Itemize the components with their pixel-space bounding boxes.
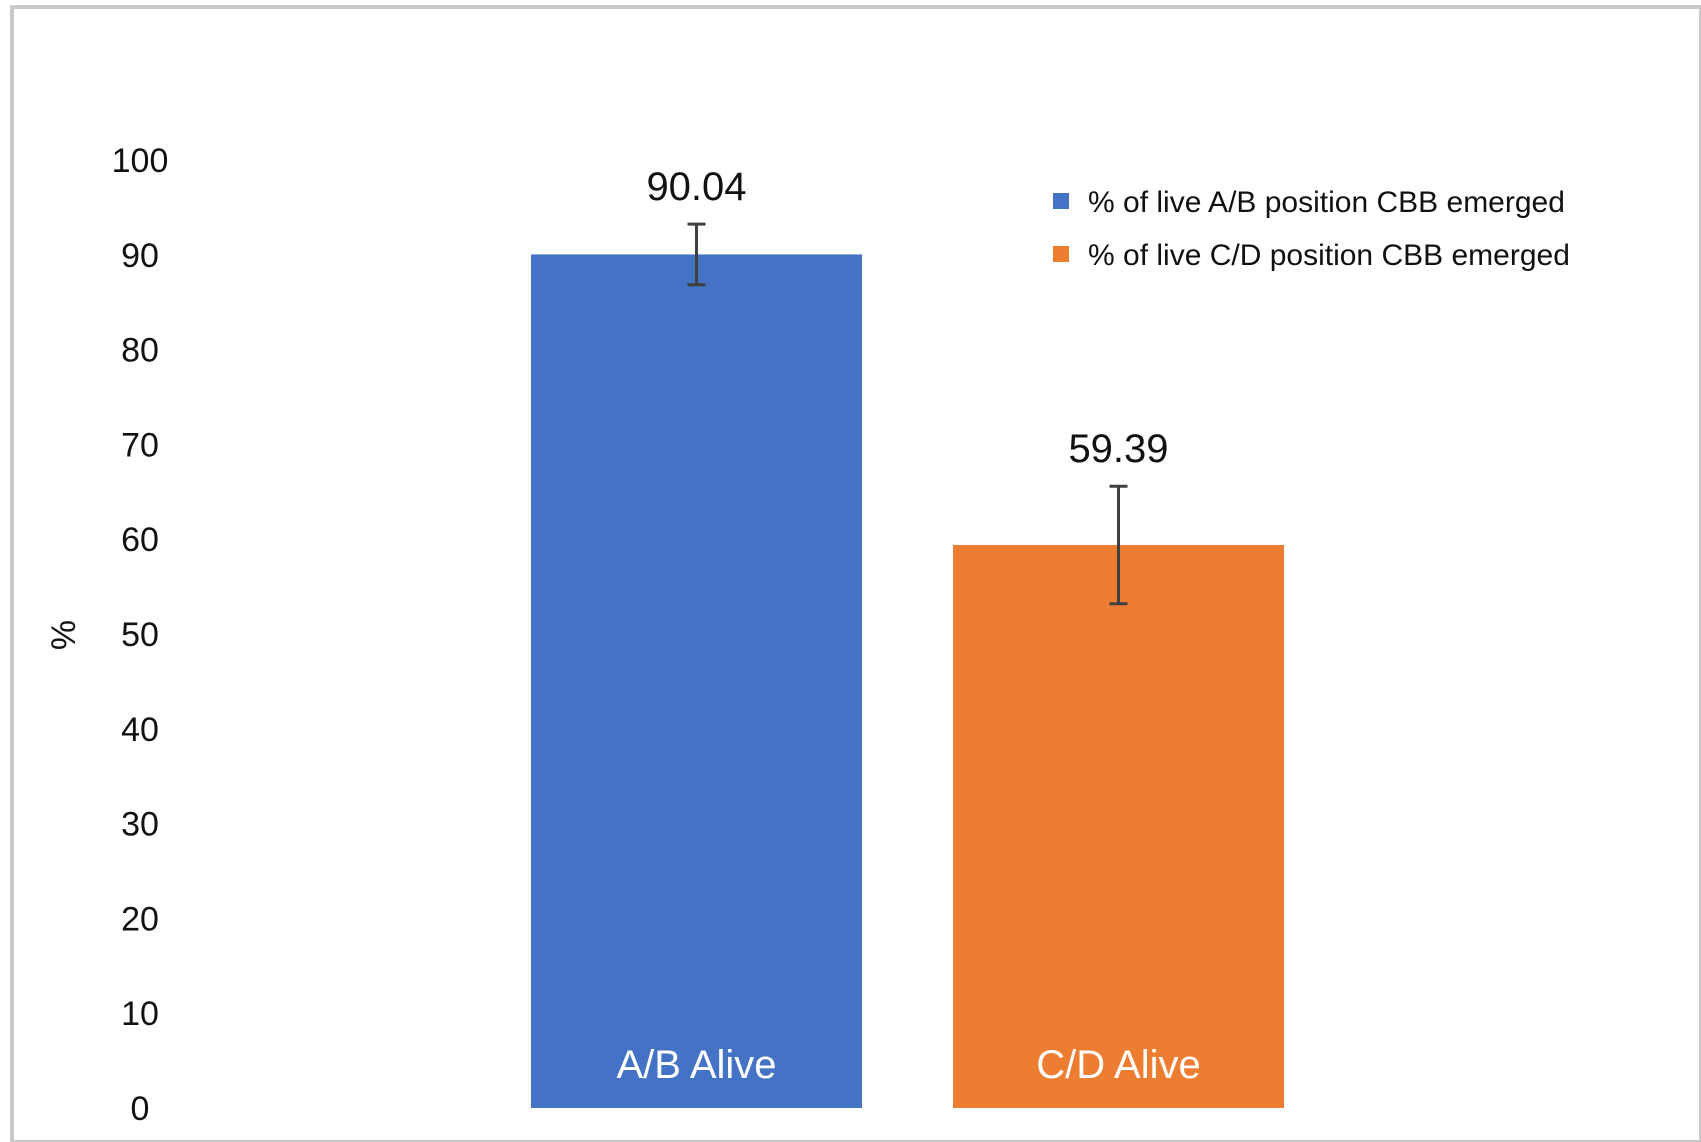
y-tick-label: 20 bbox=[121, 900, 159, 938]
legend-swatch-cd bbox=[1053, 246, 1069, 262]
category-label: C/D Alive bbox=[1036, 1043, 1201, 1087]
category-label: A/B Alive bbox=[616, 1043, 776, 1087]
legend: % of live A/B position CBB emerged % of … bbox=[1053, 186, 1570, 272]
y-tick-label: 30 bbox=[121, 806, 159, 844]
y-tick-label: 60 bbox=[121, 521, 159, 559]
y-axis-label: % bbox=[45, 620, 83, 650]
legend-swatch-ab bbox=[1053, 193, 1069, 209]
error-bar bbox=[687, 222, 706, 287]
y-tick-label: 70 bbox=[121, 426, 159, 464]
bar-ab-alive bbox=[531, 254, 862, 1109]
data-label: 90.04 bbox=[646, 165, 746, 209]
error-bar bbox=[1109, 484, 1128, 606]
bar-cd-alive bbox=[953, 544, 1284, 1108]
legend-entry-ab: % of live A/B position CBB emerged bbox=[1088, 186, 1565, 219]
category-labels: A/B Alive C/D Alive bbox=[616, 1043, 1200, 1087]
y-tick-label: 100 bbox=[112, 142, 169, 180]
legend-entry-cd: % of live C/D position CBB emerged bbox=[1088, 239, 1570, 272]
y-tick-label: 50 bbox=[121, 616, 159, 654]
data-labels: 90.04 59.39 bbox=[646, 165, 1168, 471]
data-label: 59.39 bbox=[1068, 427, 1168, 471]
chart-frame bbox=[10, 5, 1701, 1142]
y-tick-label: 40 bbox=[121, 711, 159, 749]
y-tick-label: 90 bbox=[121, 237, 159, 275]
bars bbox=[531, 254, 1284, 1109]
error-bars bbox=[687, 222, 1128, 606]
y-tick-label: 0 bbox=[131, 1090, 150, 1128]
y-axis-ticks: 0 10 20 30 40 50 60 70 80 90 100 bbox=[112, 142, 169, 1128]
y-tick-label: 80 bbox=[121, 332, 159, 370]
y-tick-label: 10 bbox=[121, 995, 159, 1033]
